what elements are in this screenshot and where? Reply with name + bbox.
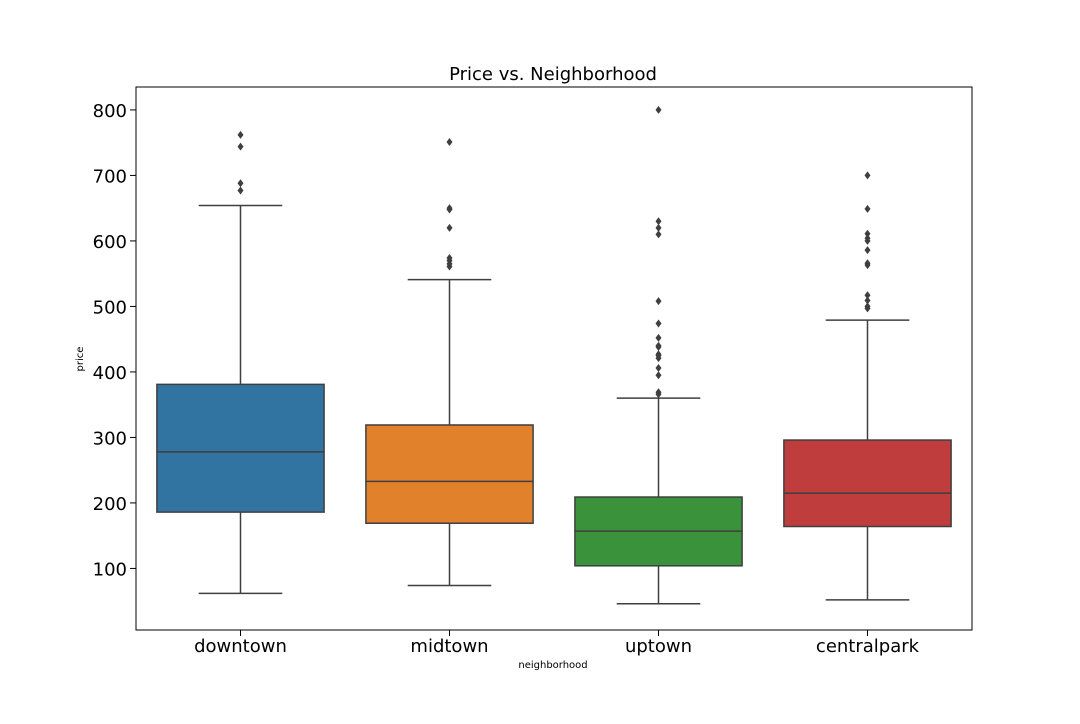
- outlier-point: [864, 229, 871, 238]
- outlier-point: [237, 142, 244, 151]
- outlier-point: [446, 138, 453, 147]
- outlier-point: [655, 333, 662, 342]
- y-tick-label: 100: [93, 559, 127, 580]
- outlier-point: [655, 363, 662, 372]
- outlier-point: [864, 204, 871, 213]
- outlier-point: [864, 246, 871, 255]
- outlier-point: [655, 388, 662, 397]
- outlier-point: [655, 230, 662, 239]
- outlier-point: [655, 319, 662, 328]
- chart-title: Price vs. Neighborhood: [449, 64, 657, 85]
- y-tick-label: 500: [93, 297, 127, 318]
- box-iqr: [156, 383, 325, 513]
- box-iqr: [365, 424, 534, 524]
- outlier-point: [864, 291, 871, 300]
- x-tick-label-downtown: downtown: [194, 636, 287, 657]
- outlier-point: [655, 341, 662, 350]
- y-tick-label: 400: [93, 363, 127, 384]
- y-tick-label: 300: [93, 428, 127, 449]
- outlier-point: [237, 179, 244, 188]
- outlier-point: [446, 204, 453, 213]
- y-tick-label: 200: [93, 494, 127, 515]
- y-tick-label: 800: [93, 101, 127, 122]
- outlier-point: [237, 186, 244, 195]
- x-tick-label-midtown: midtown: [410, 636, 488, 657]
- outlier-point: [864, 171, 871, 180]
- outlier-point: [655, 371, 662, 380]
- box-group-midtown: [365, 138, 534, 587]
- outlier-point: [655, 217, 662, 226]
- box-group-uptown: [574, 105, 743, 605]
- outlier-point: [446, 253, 453, 262]
- y-tick-label: 600: [93, 232, 127, 253]
- outlier-point: [655, 223, 662, 232]
- x-axis-label: neighborhood: [518, 660, 587, 671]
- x-axis: downtown midtown uptown centralpark: [194, 630, 920, 657]
- y-tick-label: 700: [93, 166, 127, 187]
- box-group-downtown: [156, 130, 325, 595]
- outlier-point: [655, 297, 662, 306]
- outlier-point: [237, 130, 244, 139]
- outlier-point: [446, 223, 453, 232]
- box-iqr: [783, 439, 952, 528]
- y-axis-label: price: [75, 347, 86, 372]
- outlier-point: [864, 296, 871, 305]
- plot-frame: [135, 86, 973, 631]
- x-tick-label-centralpark: centralpark: [816, 636, 920, 657]
- outlier-point: [655, 105, 662, 114]
- plot-area: [156, 105, 952, 605]
- outlier-point: [864, 302, 871, 311]
- outlier-point: [655, 350, 662, 359]
- outlier-point: [864, 234, 871, 243]
- y-axis: 100 200 300 400 500 600 700 800: [93, 101, 136, 580]
- x-tick-label-uptown: uptown: [625, 636, 692, 657]
- outlier-point: [864, 259, 871, 268]
- box-group-centralpark: [783, 171, 952, 601]
